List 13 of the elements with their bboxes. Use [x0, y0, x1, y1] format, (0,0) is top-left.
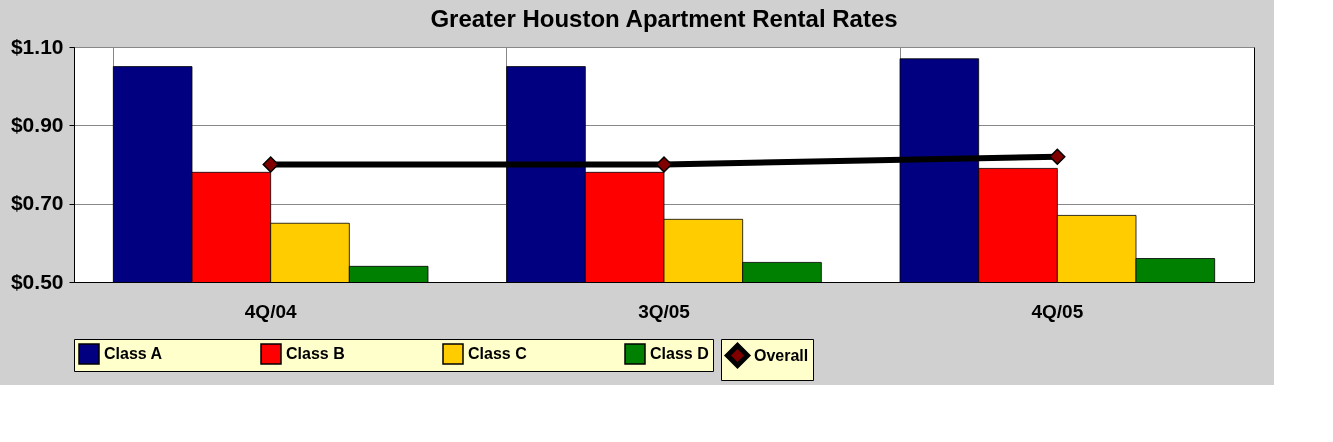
chart-title: Greater Houston Apartment Rental Rates	[430, 5, 898, 32]
y-tick-label: $1.10	[10, 34, 64, 58]
x-tick-label: 4Q/04	[244, 300, 297, 322]
legend-label: Class D	[650, 345, 709, 362]
legend-label: Class C	[468, 345, 528, 362]
x-tick-label: 4Q/05	[1031, 300, 1084, 322]
legend-label: Overall	[754, 346, 809, 364]
legend-label: Class B	[286, 345, 345, 362]
y-tick-label: $0.50	[10, 269, 64, 293]
x-tick-label: 3Q/05	[638, 300, 691, 322]
y-tick-label: $0.90	[10, 112, 64, 136]
legend-label: Class A	[104, 345, 163, 362]
y-tick-label: $0.70	[10, 191, 64, 215]
